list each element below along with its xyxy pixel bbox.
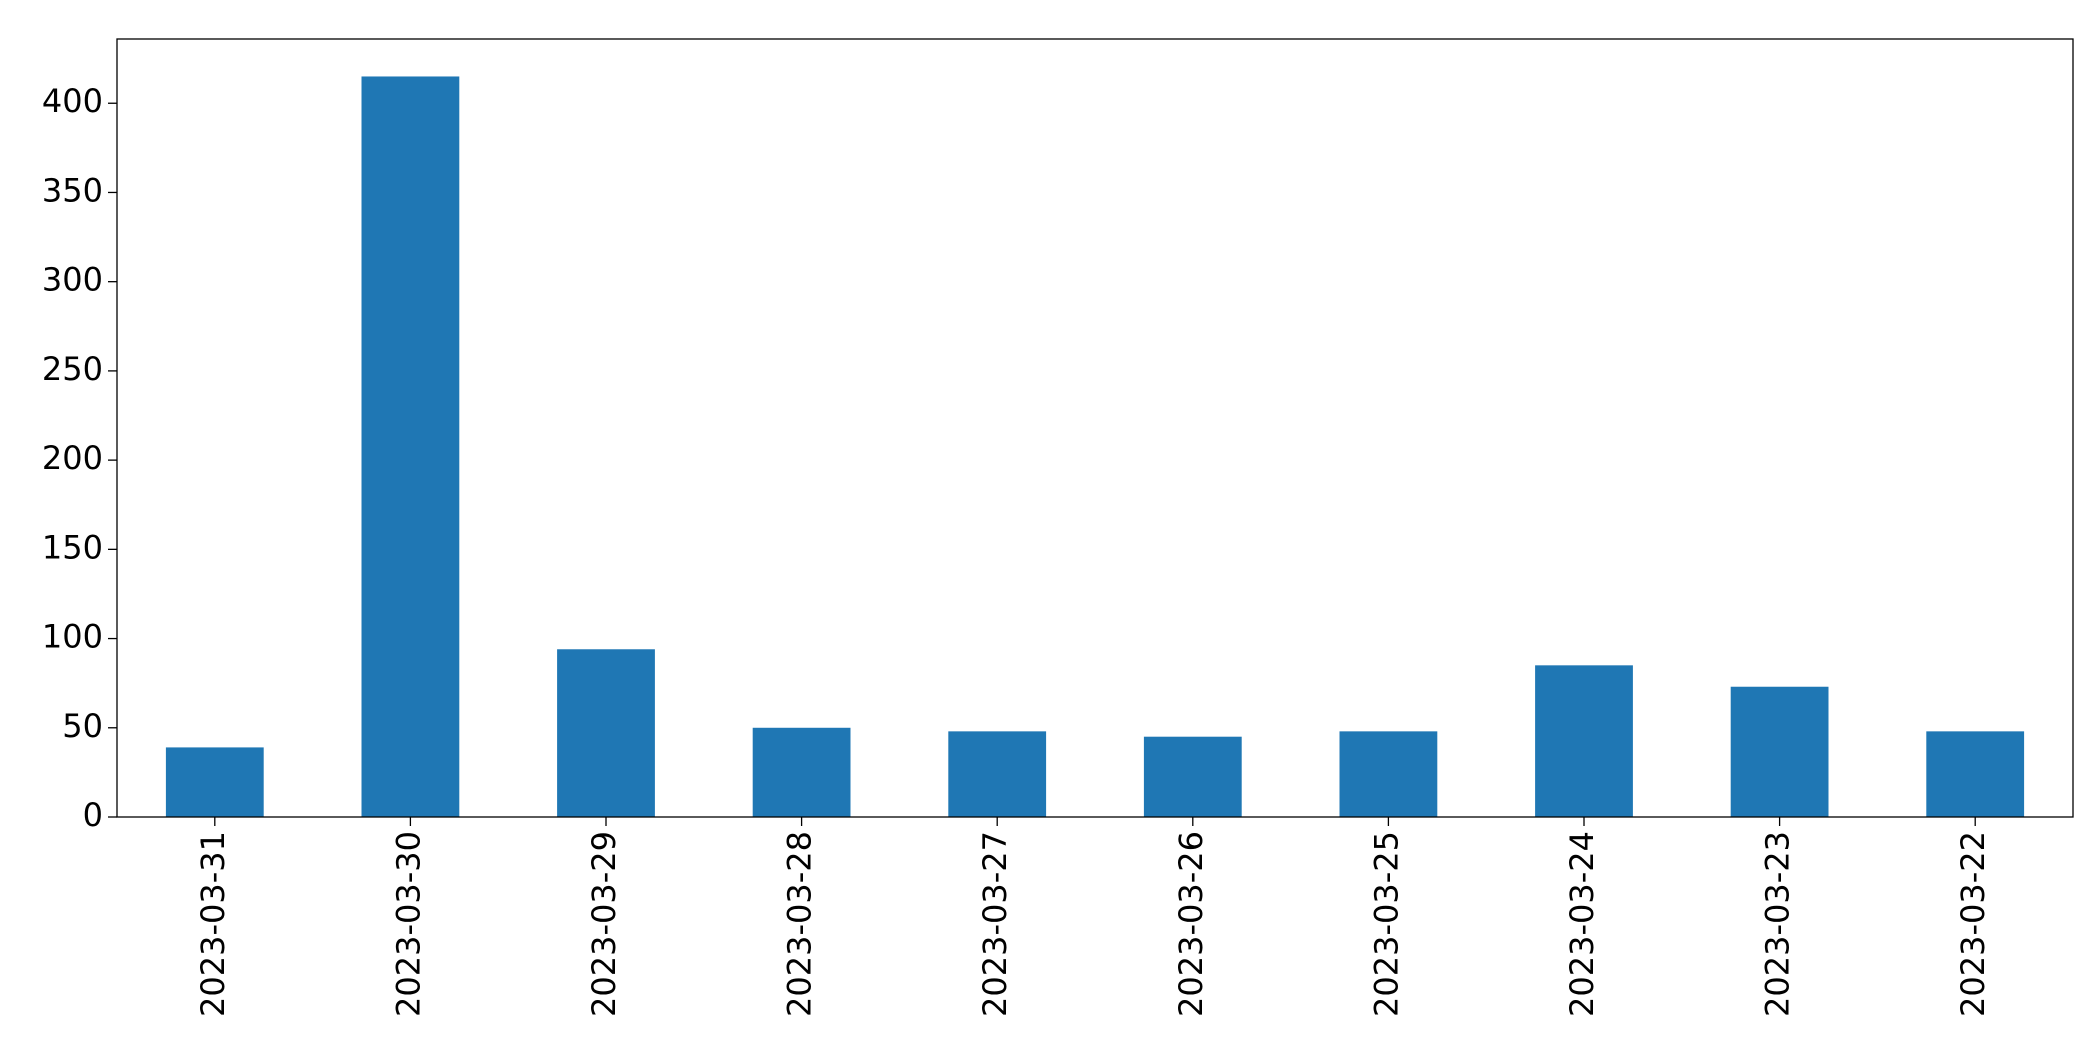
- x-tick-label: 2023-03-30: [389, 831, 427, 1017]
- x-tick-label: 2023-03-27: [976, 831, 1014, 1017]
- x-tick-label: 2023-03-29: [585, 831, 623, 1017]
- x-tick-label: 2023-03-24: [1563, 831, 1601, 1017]
- bar: [752, 727, 851, 817]
- x-tick-label: 2023-03-25: [1367, 831, 1405, 1017]
- bar: [1143, 736, 1242, 817]
- bar: [1926, 731, 2025, 817]
- y-tick-label: 350: [42, 171, 103, 209]
- y-tick-label: 0: [83, 796, 103, 834]
- x-tick-label: 2023-03-28: [781, 831, 819, 1017]
- y-tick-label: 100: [42, 618, 103, 656]
- bar: [1535, 665, 1633, 817]
- x-tick-label: 2023-03-23: [1759, 831, 1797, 1017]
- x-tick-label: 2023-03-31: [194, 831, 232, 1017]
- bar: [165, 747, 264, 817]
- bar: [557, 649, 655, 817]
- y-tick-label: 300: [42, 261, 103, 299]
- bar: [361, 76, 460, 818]
- plot-frame: [116, 38, 2074, 818]
- y-tick-label: 250: [42, 350, 103, 388]
- bar: [1339, 731, 1438, 817]
- bar: [948, 731, 1047, 817]
- y-tick-label: 200: [42, 439, 103, 477]
- y-tick-label: 150: [42, 528, 103, 566]
- x-tick-label: 2023-03-26: [1172, 831, 1210, 1017]
- y-tick-label: 400: [42, 82, 103, 120]
- y-tick-label: 50: [62, 707, 103, 745]
- bar: [1730, 686, 1829, 817]
- x-tick-label: 2023-03-22: [1954, 831, 1992, 1017]
